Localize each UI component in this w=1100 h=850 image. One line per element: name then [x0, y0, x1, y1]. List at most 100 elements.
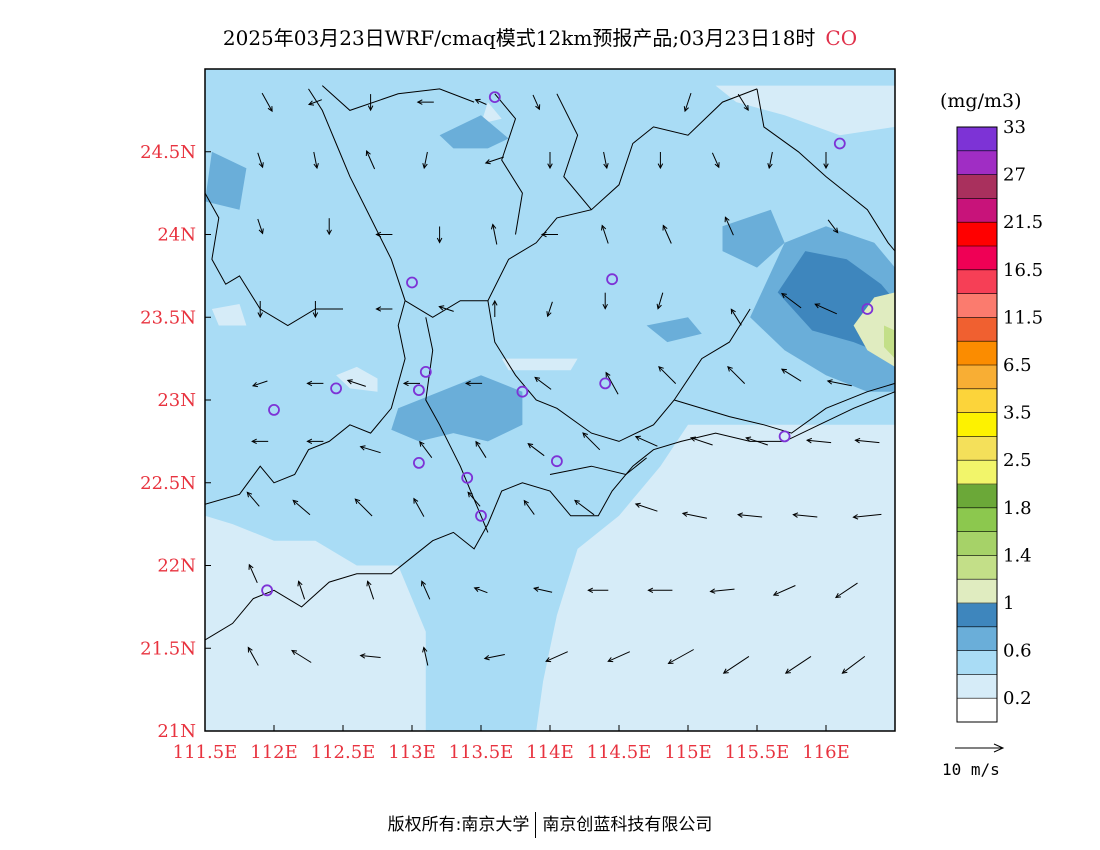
- wind-arrow: [438, 305, 454, 312]
- monitoring-station: [861, 303, 874, 315]
- colorbar-label: 1.4: [1003, 545, 1032, 566]
- colorbar-swatch: [957, 650, 997, 675]
- wind-arrow: [532, 94, 541, 111]
- colorbar-label: 2.5: [1003, 450, 1032, 471]
- colorbar-swatch: [957, 317, 997, 342]
- colorbar-label: 21.5: [1003, 212, 1043, 233]
- wind-arrow: [467, 491, 481, 507]
- colorbar-swatch: [957, 698, 997, 723]
- wind-arrow: [475, 440, 487, 458]
- wind-arrow: [257, 301, 263, 319]
- concentration-region: [501, 358, 578, 371]
- x-tick-label: 111.5E: [173, 742, 238, 763]
- y-tick-label: 21N: [157, 721, 196, 742]
- colorbar-swatch: [957, 412, 997, 437]
- wind-arrow: [257, 218, 264, 235]
- wind-arrow: [307, 99, 322, 106]
- wind-arrow: [767, 151, 773, 170]
- copyright-text: 版权所有:南京大学: [387, 815, 530, 835]
- colorbar-swatch: [957, 222, 997, 247]
- colorbar-swatch: [957, 603, 997, 628]
- colorbar-swatch: [957, 579, 997, 604]
- colorbar-frame: [956, 126, 998, 723]
- colorbar-label: 1.8: [1003, 498, 1032, 519]
- x-tick-label: 114.5E: [587, 742, 652, 763]
- wind-arrow: [422, 151, 428, 170]
- y-tick-label: 24N: [157, 225, 196, 246]
- wind-arrow: [667, 649, 694, 665]
- concentration-region: [391, 375, 523, 442]
- wind-arrow: [805, 437, 832, 444]
- wind-arrow: [359, 445, 381, 454]
- wind-arrow: [261, 92, 273, 113]
- boundary-line: [404, 88, 758, 318]
- footer-divider: [535, 812, 537, 838]
- chart-title: 2025年03月23日WRF/cmaq模式12km预报产品;03月23日18时 C…: [0, 22, 1080, 51]
- title-text: 2025年03月23日WRF/cmaq模式12km预报产品;03月23日18时: [222, 26, 816, 50]
- wind-arrow: [419, 440, 433, 459]
- wind-arrow: [248, 563, 258, 584]
- wind-arrow: [683, 92, 692, 113]
- y-tick-label: 24.5N: [140, 142, 196, 163]
- wind-arrow: [533, 586, 553, 593]
- wind-arrow: [422, 646, 429, 666]
- wind-arrow: [523, 499, 535, 515]
- wind-arrow: [246, 491, 260, 507]
- colorbar-swatch: [957, 174, 997, 199]
- wind-arrow: [574, 499, 595, 516]
- monitoring-station: [778, 430, 791, 443]
- colorbar-swatch: [957, 436, 997, 461]
- wind-arrow: [737, 512, 763, 518]
- wind-arrow: [436, 226, 443, 244]
- wind-arrow: [359, 653, 381, 659]
- colorbar-swatch: [957, 127, 997, 152]
- wind-arrow: [375, 231, 393, 238]
- colorbar-label: 16.5: [1003, 260, 1043, 281]
- wind-arrow: [366, 580, 375, 600]
- colorbar-label: 1: [1003, 593, 1014, 614]
- wind-arrow: [826, 379, 852, 387]
- wind-arrow: [657, 152, 664, 170]
- monitoring-station: [330, 382, 343, 395]
- wind-arrow: [421, 580, 431, 600]
- wind-arrow: [527, 443, 545, 457]
- concentration-fill-layer: [205, 85, 895, 731]
- wind-arrow: [473, 586, 488, 594]
- wind-arrow: [772, 585, 796, 596]
- wind-arrow: [709, 588, 735, 594]
- wind-arrow: [546, 301, 553, 318]
- wind-arrow: [601, 224, 609, 244]
- concentration-region: [722, 209, 785, 268]
- wind-arrow: [354, 498, 373, 517]
- colorbar-swatch: [957, 531, 997, 556]
- colorbar-swatch: [957, 484, 997, 509]
- colorbar-label: 3.5: [1003, 403, 1032, 424]
- wind-arrow: [722, 655, 750, 674]
- x-tick-label: 114E: [526, 742, 574, 763]
- footer: 版权所有:南京大学 南京创蓝科技有限公司: [0, 810, 1100, 838]
- wind-arrow: [841, 656, 866, 674]
- wind-arrow: [681, 511, 707, 519]
- colorbar-units: (mg/m3): [940, 90, 1022, 112]
- wind-arrow: [602, 292, 608, 310]
- wind-arrow: [367, 94, 374, 112]
- colorbar-label: 6.5: [1003, 355, 1032, 376]
- colorbar: 0.2 0.6 1 1.4 1.8 2.5 3.5 6.5 11.5 16.5 21.5 27 33: [956, 117, 1043, 723]
- colorbar-swatch: [957, 674, 997, 699]
- wind-arrow: [605, 371, 619, 395]
- boundary-line: [487, 300, 751, 442]
- concentration-region: [211, 304, 247, 326]
- wind-arrow: [297, 580, 306, 600]
- wind-arrow: [413, 497, 425, 517]
- wind-arrow: [854, 437, 880, 444]
- wind-arrow: [634, 435, 658, 447]
- colorbar-swatch: [957, 388, 997, 413]
- wind-arrow: [251, 380, 268, 388]
- colorbar-swatch: [957, 507, 997, 532]
- concentration-region: [646, 317, 702, 343]
- colorbar-swatch: [957, 626, 997, 651]
- wind-arrow: [326, 218, 332, 236]
- wind-arrow: [484, 156, 504, 165]
- concentration-region: [481, 102, 502, 124]
- y-axis-ticks: 21N 21.5N 22N 22.5N 23N 23.5N 24N 24.5N: [140, 142, 211, 742]
